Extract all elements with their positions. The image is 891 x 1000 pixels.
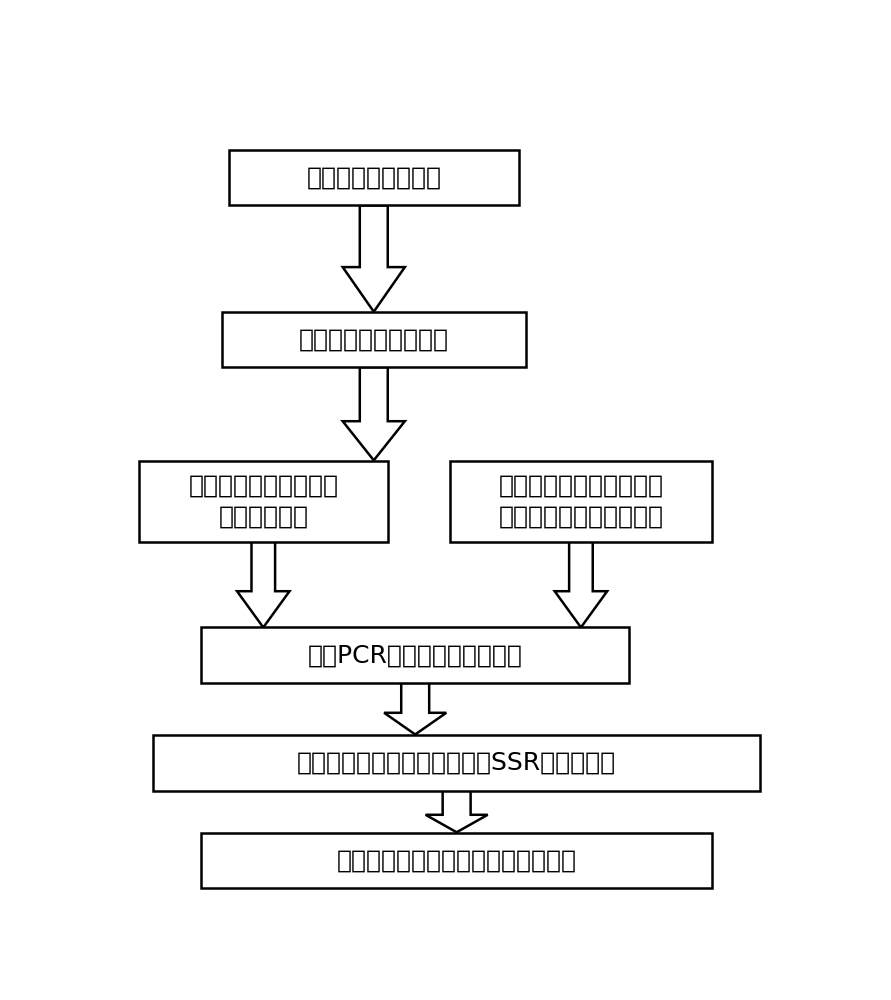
FancyBboxPatch shape [229, 150, 519, 205]
FancyBboxPatch shape [153, 735, 761, 791]
Polygon shape [384, 683, 446, 734]
FancyBboxPatch shape [222, 312, 526, 367]
Polygon shape [343, 205, 405, 312]
FancyBboxPatch shape [201, 627, 629, 683]
Text: 电子PCR锚定引物到具体基因: 电子PCR锚定引物到具体基因 [307, 643, 523, 667]
Polygon shape [555, 541, 607, 627]
Polygon shape [343, 367, 405, 460]
FancyBboxPatch shape [201, 833, 712, 888]
Text: 拼接和鉴定微卫星序列: 拼接和鉴定微卫星序列 [298, 327, 449, 351]
Text: 通过实验或应用验证标记引物多态性: 通过实验或应用验证标记引物多态性 [337, 849, 576, 873]
Polygon shape [237, 541, 290, 627]
FancyBboxPatch shape [139, 461, 388, 542]
Text: 筛选获得海量功能基因相关的SSR标记引物对: 筛选获得海量功能基因相关的SSR标记引物对 [297, 751, 617, 775]
Text: 不同市售草莓品种的转录
组测序、拼接和基因注释: 不同市售草莓品种的转录 组测序、拼接和基因注释 [498, 473, 664, 529]
FancyBboxPatch shape [450, 461, 712, 542]
Text: 草莓基因组公共数据: 草莓基因组公共数据 [307, 166, 441, 190]
Polygon shape [426, 791, 487, 832]
Text: 在旁侧序列设计引物，
获得海量引物: 在旁侧序列设计引物， 获得海量引物 [188, 473, 339, 529]
